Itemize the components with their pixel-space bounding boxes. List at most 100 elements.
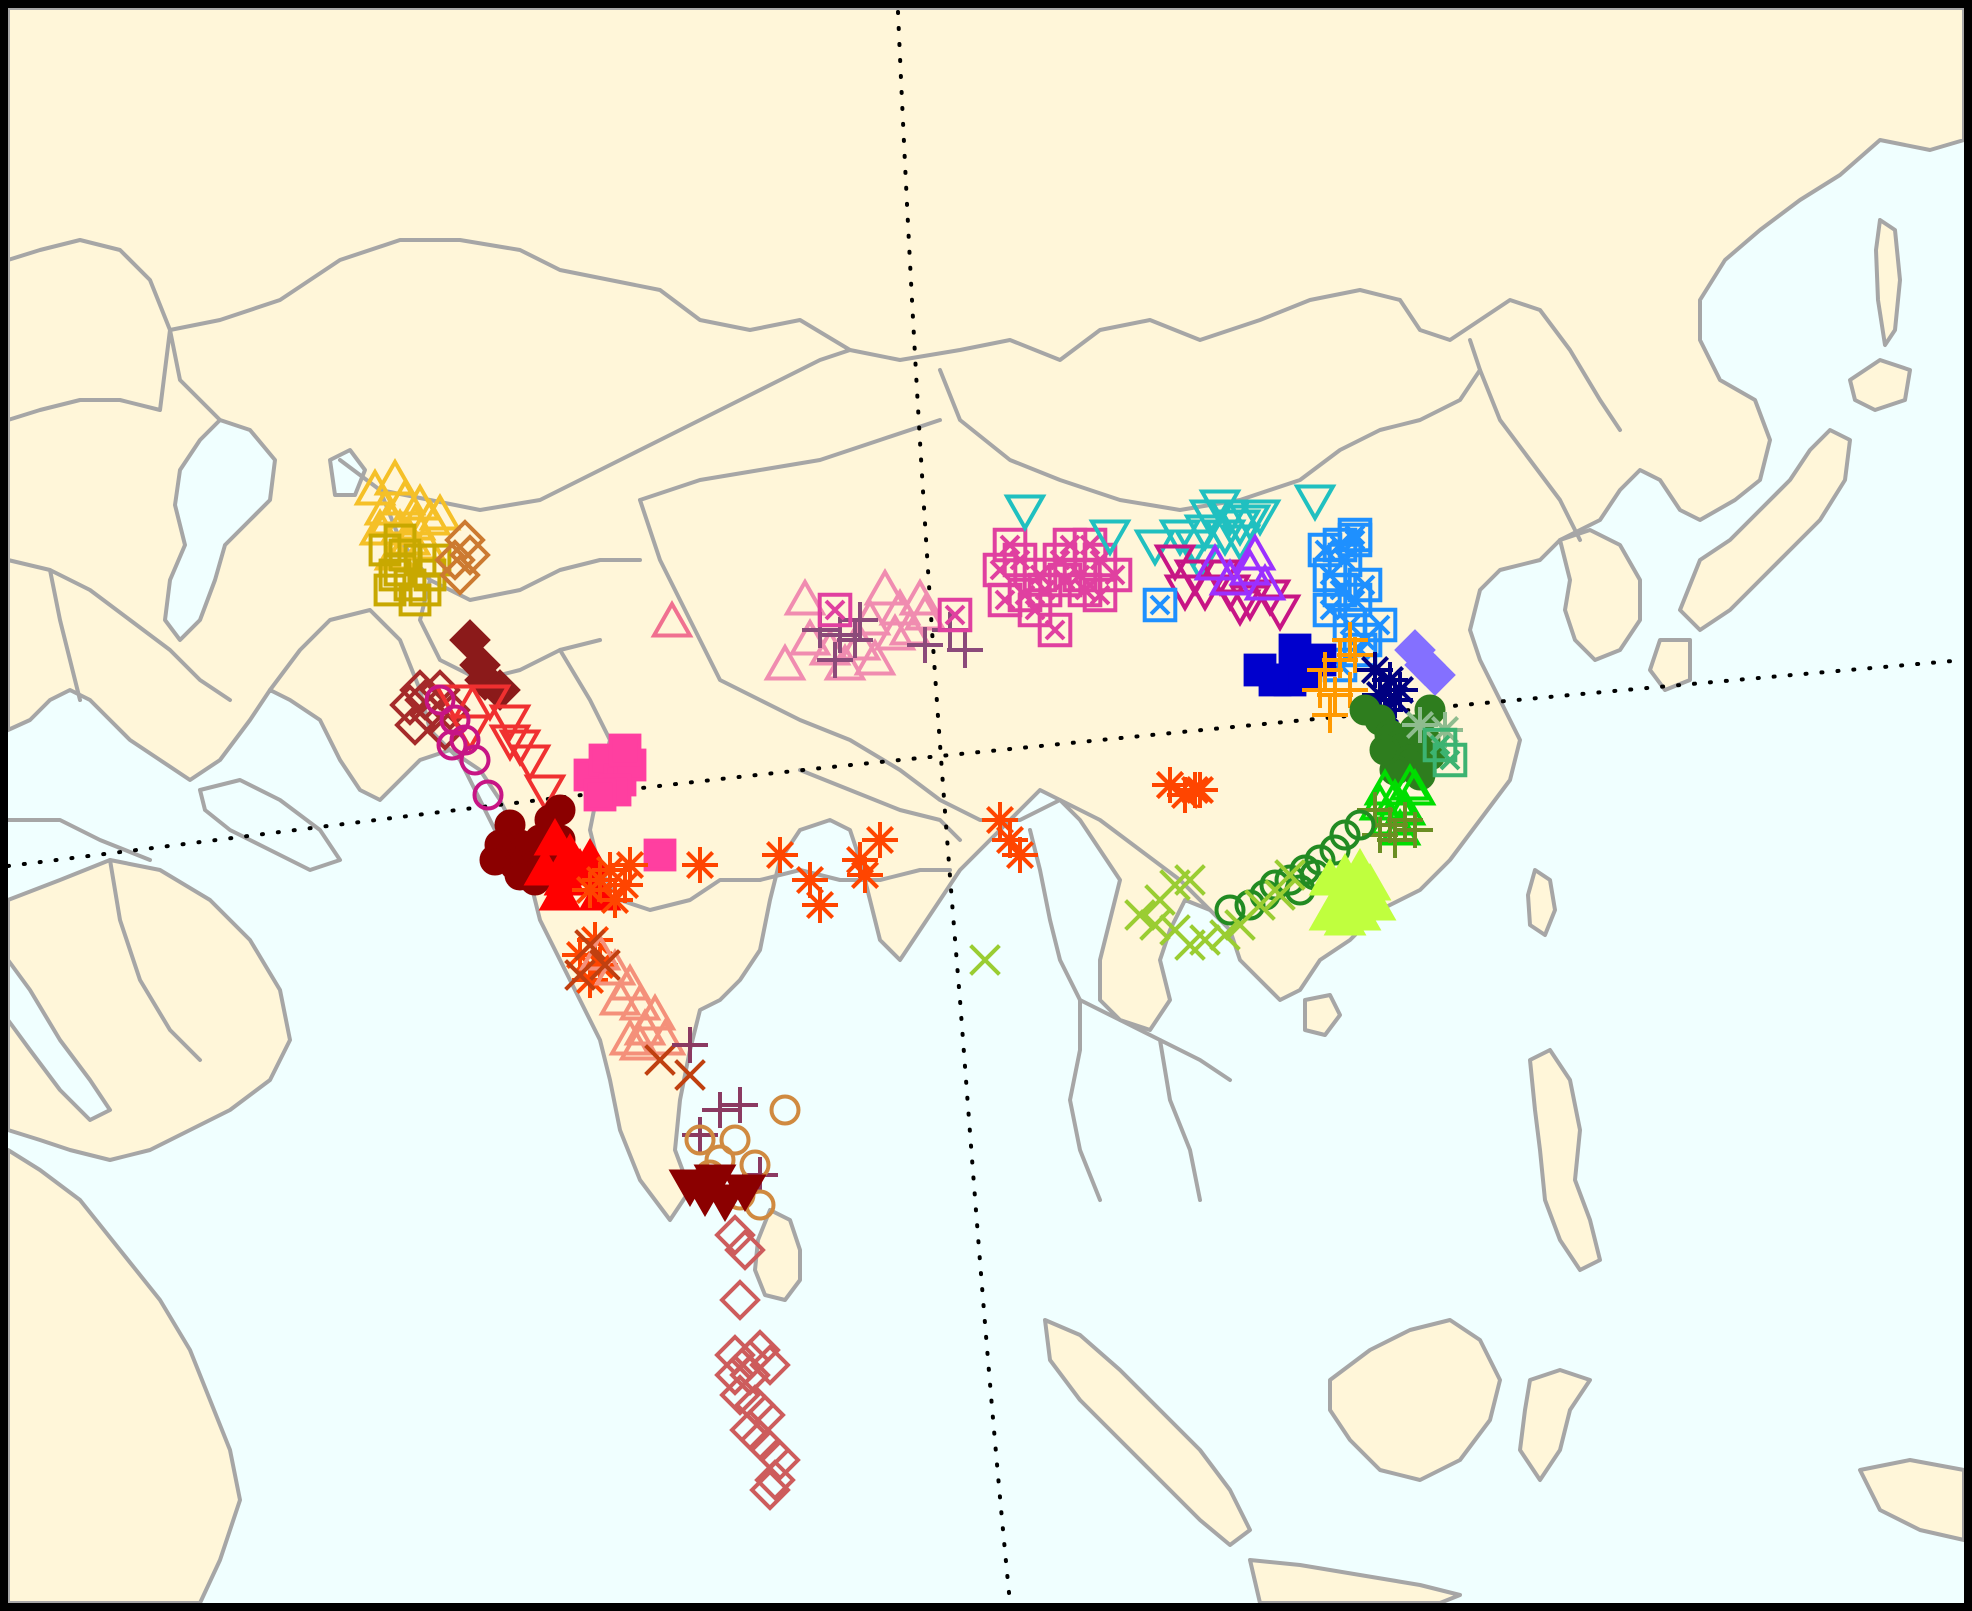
border-china-north xyxy=(1478,368,1582,542)
afghan-red-down-triangles-marker xyxy=(433,684,477,723)
border-russia-south xyxy=(168,238,1622,432)
philippines xyxy=(1528,1048,1602,1272)
tibet-pink-triangles-marker xyxy=(853,637,897,676)
south-india-darkred-down-triangles-marker xyxy=(703,1184,747,1223)
maldives-rose-diamonds-marker xyxy=(719,1279,761,1321)
korea xyxy=(1558,528,1642,662)
country-borders xyxy=(6,238,1622,1202)
qinghai-cyan-down-triangles-marker xyxy=(1218,524,1262,563)
maldives-rose-diamonds-marker xyxy=(749,1344,791,1386)
sakhalin xyxy=(1874,218,1902,347)
tibet-pink-triangles-marker xyxy=(783,577,827,616)
tibet-magenta-boxed-x-marker xyxy=(992,527,1028,563)
afghan-maroon-diamonds-marker xyxy=(404,679,446,721)
north-china-skyblue-boxed-marker xyxy=(1142,587,1178,623)
afghan-maroon-diamonds-marker xyxy=(389,684,431,726)
central-china-green-triangles-marker xyxy=(1388,762,1432,801)
central-asia-yellow-triangles-marker xyxy=(353,467,397,506)
south-india-tan-circles-marker xyxy=(769,1094,801,1126)
west-coast-brown-crosses-marker xyxy=(564,959,596,991)
north-china-navy-asterisks-marker xyxy=(1357,652,1393,688)
north-india-orange-asterisks-marker xyxy=(992,822,1028,858)
qinghai-cyan-down-triangles-marker xyxy=(1203,519,1247,558)
red-sea xyxy=(6,958,112,1122)
north-china-orange-plus-marker xyxy=(1332,672,1368,708)
south-china-yellowgreen-x-marker xyxy=(1209,919,1241,951)
south-india-purple-plus-marker xyxy=(722,1087,758,1123)
tibet-pink-triangles-marker xyxy=(763,642,807,681)
persian-gulf xyxy=(198,778,342,872)
japan-honshu xyxy=(1678,428,1852,632)
west-coast-salmon-triangles-marker xyxy=(618,1022,662,1061)
south-india-darkred-down-triangles-marker xyxy=(723,1174,767,1213)
south-india-tan-circles-marker xyxy=(684,1124,716,1156)
central-asia-orange-diamonds-marker xyxy=(449,534,491,576)
sichuan-orange-asterisks-marker xyxy=(1182,772,1218,808)
border-iran-afghan xyxy=(268,608,502,842)
tibet-plum-plus-marker xyxy=(947,632,983,668)
border-china-inner xyxy=(638,418,942,502)
north-india-orange-asterisks-marker xyxy=(862,822,898,858)
south-china-yellowgreen-x-marker xyxy=(1244,889,1276,921)
central-asia-yellow-triangles-marker xyxy=(383,477,427,516)
maldives-rose-diamonds-marker xyxy=(759,1439,801,1481)
tibet-magenta-boxed-x-marker xyxy=(1052,527,1088,563)
central-china-olive-plus-marker xyxy=(1397,812,1433,848)
japan-hokkaido xyxy=(1848,358,1912,412)
north-india-orange-asterisks-marker xyxy=(572,962,608,998)
central-china-sage-asterisk-marker xyxy=(1402,707,1438,743)
sulawesi xyxy=(1518,1368,1592,1482)
central-asia-orange-diamonds-marker xyxy=(444,519,486,561)
north-china-skyblue-boxed-marker xyxy=(1337,517,1373,553)
border-china-west xyxy=(638,498,1212,912)
central-asia-olive-squares-marker xyxy=(418,543,452,577)
qinghai-cyan-down-triangles-marker xyxy=(1088,519,1132,558)
south-china-yellowgreen-x-marker xyxy=(1264,879,1296,911)
tibet-plum-plus-marker xyxy=(817,642,853,678)
gansu-purple-up-triangles-marker xyxy=(1233,532,1277,571)
border-arabia xyxy=(6,818,202,1062)
tibet-plum-plus-marker xyxy=(822,617,858,653)
sumatra xyxy=(1043,1318,1252,1547)
south-india-tan-circles-marker xyxy=(719,1124,751,1156)
hainan xyxy=(1303,993,1342,1037)
graticule-lines xyxy=(6,10,1966,1605)
north-china-orange-plus-marker xyxy=(1322,642,1358,678)
parallel-line xyxy=(6,658,1966,868)
central-asia-orange-diamonds-marker xyxy=(434,539,476,581)
tibet-magenta-boxed-x-marker xyxy=(1097,557,1133,593)
maldives-rose-diamonds-marker xyxy=(714,1354,756,1396)
central-china-darkgreen-circles-marker xyxy=(1369,734,1401,766)
north-india-orange-asterisks-marker xyxy=(802,887,838,923)
north-india-orange-asterisks-marker xyxy=(607,867,643,903)
west-coast-salmon-triangles-marker xyxy=(598,977,642,1016)
tibet-magenta-boxed-x-marker xyxy=(1017,592,1053,628)
central-china-olive-plus-marker xyxy=(1377,822,1413,858)
south-china-yellowgreen-x-marker xyxy=(1174,864,1206,896)
north-india-orange-asterisks-marker xyxy=(982,802,1018,838)
indus-darkred-dots-marker xyxy=(479,844,511,876)
gansu-magenta-down-triangles-marker xyxy=(1228,584,1272,623)
west-coast-brown-crosses-marker xyxy=(589,949,621,981)
north-india-orange-asterisks-marker xyxy=(847,857,883,893)
tibet-plum-plus-marker xyxy=(842,602,878,638)
west-coast-brown-crosses-marker xyxy=(674,1059,706,1091)
tibet-plum-plus-marker xyxy=(907,627,943,663)
maldives-rose-diamonds-marker xyxy=(714,1214,756,1256)
afghan-magenta-circles-marker xyxy=(459,744,491,776)
central-asia-yellow-triangles-marker xyxy=(418,492,462,531)
border-mongolia xyxy=(938,338,1482,512)
sri-lanka xyxy=(753,1208,802,1302)
north-india-orange-asterisks-marker xyxy=(612,847,648,883)
afghan-red-down-triangles-marker xyxy=(488,724,532,763)
taiwan xyxy=(1526,868,1557,937)
central-asia-orange-diamonds-marker xyxy=(439,554,481,596)
central-asia-olive-squares-marker xyxy=(373,573,407,607)
south-china-green-rings-marker xyxy=(1214,894,1246,926)
south-china-yellowgreen-x-marker xyxy=(1274,859,1306,891)
maldives-rose-diamonds-marker xyxy=(754,1459,796,1501)
tibet-magenta-boxed-x-marker xyxy=(817,592,853,628)
north-india-orange-asterisks-marker xyxy=(597,882,633,918)
north-india-orange-asterisks-marker xyxy=(842,842,878,878)
